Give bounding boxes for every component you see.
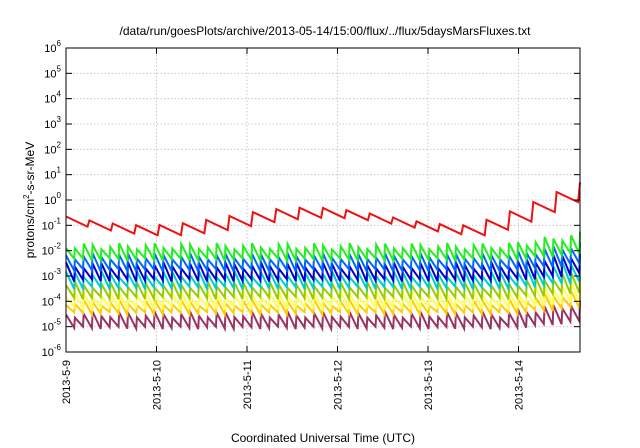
y-tick-labels: 106 105 104 103 102 101 100 10-1 10-2 10-3 10-4 10-… xyxy=(42,39,62,359)
x-tick-labels: 2013-5-9 2013-5-10 2013-5-11 2013-5-12 2013-… xyxy=(61,360,526,410)
y-axis-label-suffix: -s-sr-MeV xyxy=(23,142,37,195)
y-axis-label-exponent: 2 xyxy=(22,194,31,199)
x-tick-label: 2013-5-11 xyxy=(242,360,254,409)
y-tick-label: 100 xyxy=(44,191,61,207)
axis-ticks xyxy=(65,47,580,353)
y-axis-label: protons/cm2-s-sr-MeV xyxy=(22,142,37,258)
y-tick-label: 102 xyxy=(44,140,61,156)
series-line xyxy=(65,231,581,265)
series-line xyxy=(65,182,581,237)
series-group xyxy=(65,182,581,333)
x-tick-label: 2013-5-9 xyxy=(61,360,73,404)
y-tick-label: 104 xyxy=(44,90,61,106)
y-tick-label: 10-3 xyxy=(42,267,62,283)
x-axis-label: Coordinated Universal Time (UTC) xyxy=(231,431,415,445)
y-tick-label: 106 xyxy=(44,39,61,55)
x-tick-label: 2013-5-14 xyxy=(514,360,526,410)
chart-title: /data/run/goesPlots/archive/2013-05-14/1… xyxy=(120,24,532,38)
y-axis-label-prefix: protons/cm xyxy=(23,199,37,258)
y-tick-label: 103 xyxy=(44,115,61,131)
y-tick-label: 10-1 xyxy=(42,216,62,232)
y-tick-label: 10-5 xyxy=(42,318,62,334)
y-tick-label: 105 xyxy=(44,64,61,80)
x-tick-label: 2013-5-13 xyxy=(423,360,435,410)
y-tick-label: 10-4 xyxy=(42,292,62,308)
x-tick-label: 2013-5-12 xyxy=(333,360,345,410)
y-tick-label: 101 xyxy=(44,166,61,182)
y-tick-label: 10-2 xyxy=(42,242,62,258)
y-tick-label: 10-6 xyxy=(42,343,62,359)
x-tick-label: 2013-5-10 xyxy=(152,360,164,410)
